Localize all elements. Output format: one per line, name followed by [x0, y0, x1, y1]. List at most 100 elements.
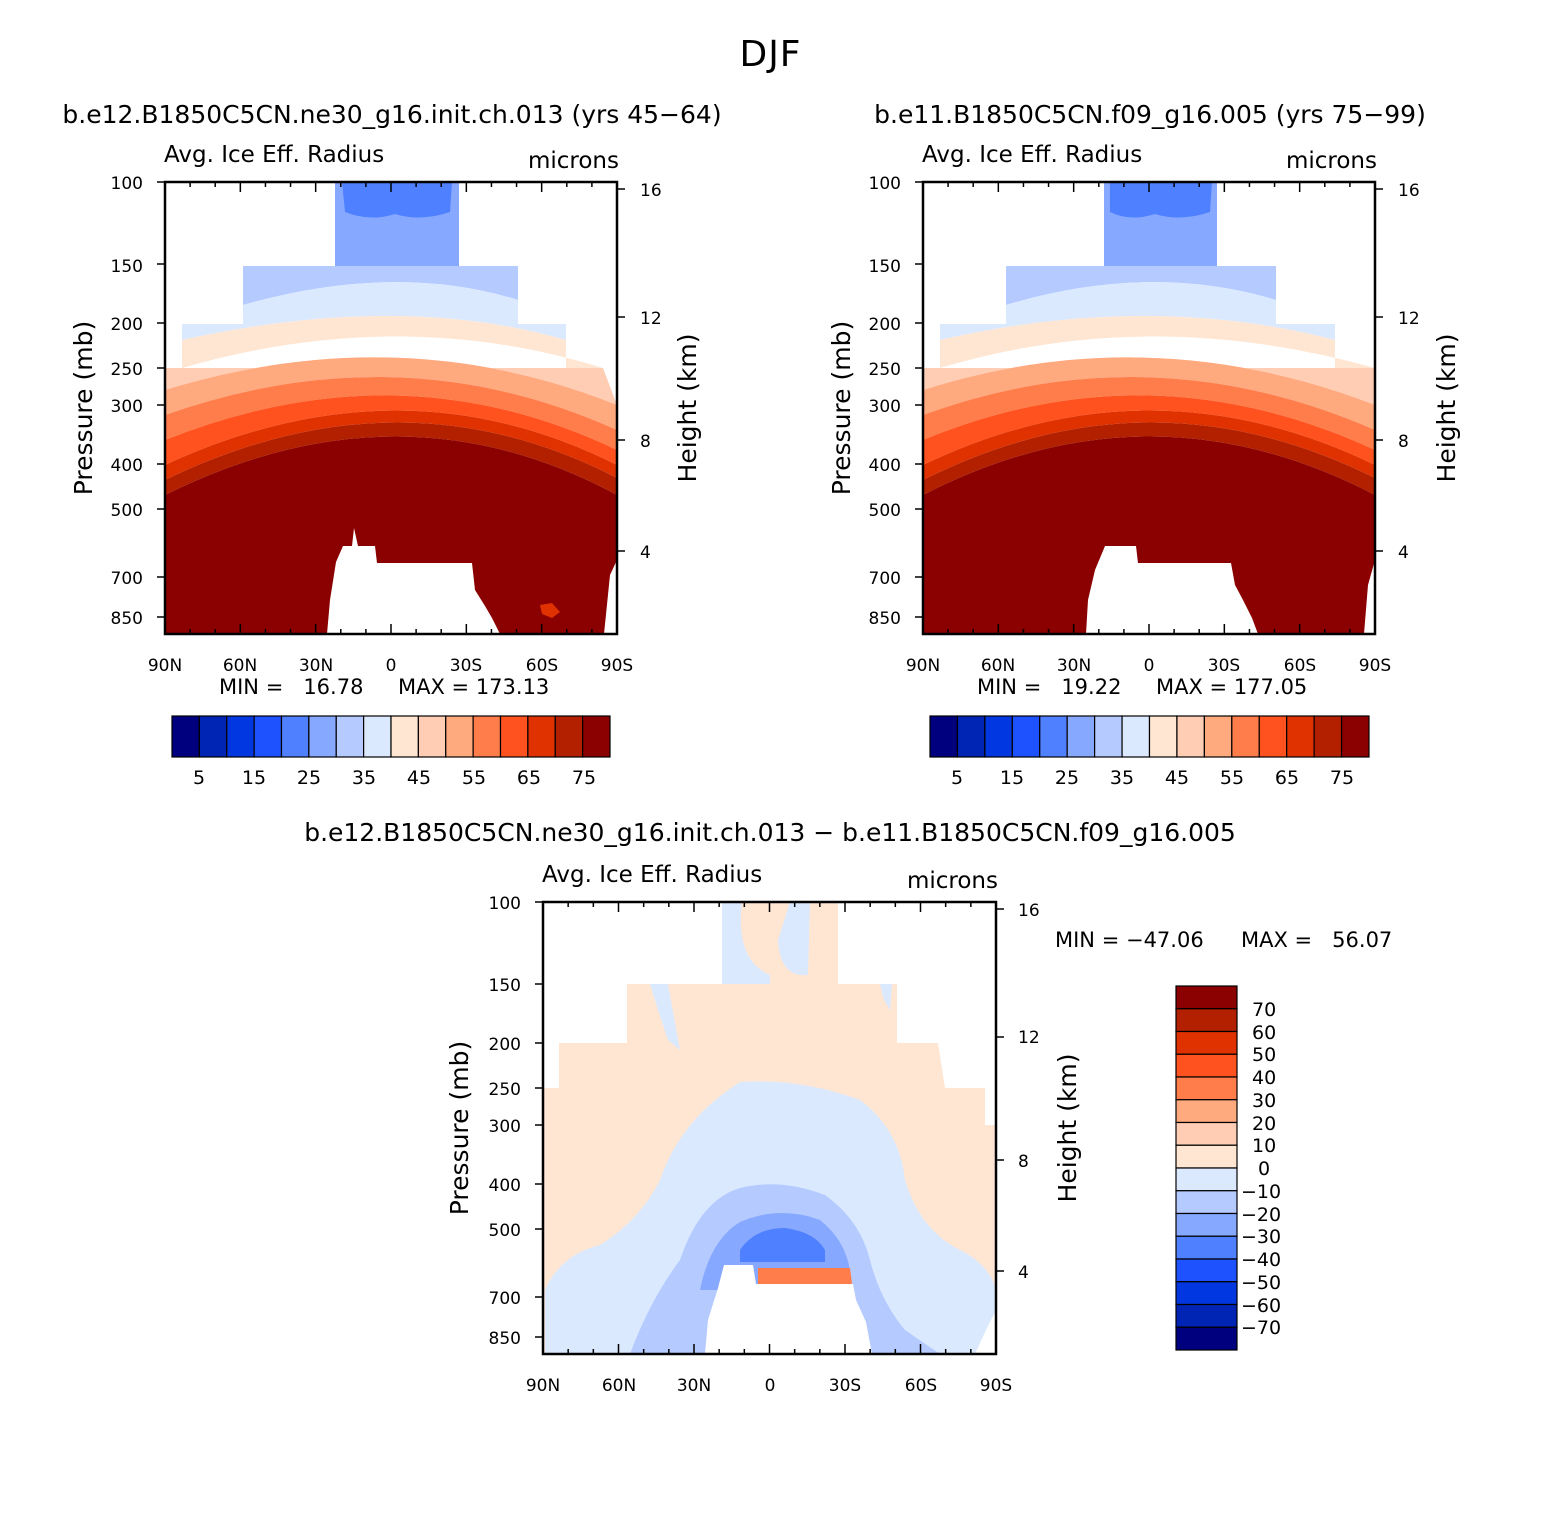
colorbar-swatch [1203, 715, 1233, 758]
y-tick-label: 500 [869, 501, 901, 521]
x-tick-label: 60S [526, 656, 558, 676]
x-tick-label: 0 [1144, 656, 1155, 676]
colorbar-swatch [472, 715, 502, 758]
y-right-tick-label: 4 [1018, 1263, 1029, 1283]
region-warm-4 [923, 395, 1375, 465]
colorbar-swatch [1175, 1258, 1238, 1283]
y-tick-label: 400 [489, 1176, 521, 1196]
y-tick-label: 300 [489, 1117, 521, 1137]
colorbar-label: 35 [1110, 767, 1134, 789]
y-right-tick-label: 4 [640, 543, 651, 563]
region-warm-1 [165, 357, 617, 405]
colorbar-label: 65 [1275, 767, 1299, 789]
colorbar-swatch [1175, 1030, 1238, 1055]
colorbar-swatch [1231, 715, 1260, 758]
colorbar-swatch [253, 715, 283, 758]
x-tick-label: 60S [1284, 656, 1316, 676]
x-tick-label: 90N [148, 656, 182, 676]
contour-field [543, 902, 996, 1354]
colorbar-swatch [198, 715, 228, 758]
y-axis-title: Pressure (mb) [69, 321, 98, 495]
region-fill-corner [1364, 560, 1375, 634]
colorbar-label: 30 [1252, 1090, 1276, 1112]
y-tick-label: 200 [111, 315, 143, 335]
x-tick-label: 60N [981, 656, 1015, 676]
y-tick-label: 700 [111, 569, 143, 589]
colorbar-label: −70 [1241, 1317, 1281, 1339]
region-negative-upper-right [778, 902, 810, 976]
colorbar-swatch [1340, 715, 1370, 758]
colorbar-swatch [1175, 985, 1238, 1010]
y-tick-label: 250 [869, 360, 901, 380]
y-tick-label: 700 [869, 569, 901, 589]
y-tick-label: 250 [111, 360, 143, 380]
x-tick-label: 90S [1359, 656, 1391, 676]
colorbar-swatch [956, 715, 986, 758]
y-right-axis-title: Height (km) [1432, 334, 1461, 483]
region-surface-patch [540, 603, 560, 618]
colorbar-swatch [1175, 1303, 1238, 1328]
colorbar-swatch [280, 715, 310, 758]
y-axis-title: Pressure (mb) [445, 1041, 474, 1215]
x-tick-label: 90N [906, 656, 940, 676]
x-tick-label: 60N [602, 1376, 636, 1396]
colorbar-swatch [1175, 1235, 1238, 1260]
x-tick-label: 30S [450, 656, 482, 676]
plot-frame [915, 180, 1383, 636]
colorbar-swatch [1175, 1281, 1238, 1306]
min-label: MIN = 19.22 [977, 675, 1121, 699]
y-right-axis-title: Height (km) [673, 334, 702, 483]
region-light-band [940, 282, 1335, 340]
colorbar-label: −20 [1241, 1204, 1281, 1226]
colorbar-label: 45 [407, 767, 431, 789]
y-tick-label: 850 [869, 609, 901, 629]
y-tick-label: 500 [111, 501, 143, 521]
x-tick-label: 60N [223, 656, 257, 676]
colorbar-label: −60 [1241, 1295, 1281, 1317]
region-warm-max [923, 436, 1375, 634]
colorbar-swatch [1175, 1053, 1238, 1078]
plot-frame [157, 180, 625, 636]
x-tick-label: 90S [601, 656, 633, 676]
colorbar-swatch [984, 715, 1013, 758]
y-tick-label: 850 [489, 1329, 521, 1349]
colorbar-swatch [1286, 715, 1315, 758]
colorbar-swatch [1176, 715, 1205, 758]
colorbar-label: 45 [1165, 767, 1189, 789]
region-warm-2 [165, 357, 617, 430]
colorbar-label: −10 [1241, 1181, 1281, 1203]
colorbar-swatch [1066, 715, 1096, 758]
colorbar-label: 40 [1252, 1067, 1276, 1089]
colorbar-swatch [171, 715, 200, 758]
region-negative-upper-left [722, 902, 770, 984]
y-tick-label: 100 [869, 174, 901, 194]
colorbar-swatch [1175, 1099, 1238, 1124]
region-warm-5 [165, 410, 617, 480]
x-tick-label: 30N [677, 1376, 711, 1396]
max-label: MAX = 177.05 [1156, 675, 1307, 699]
y-right-tick-label: 12 [640, 309, 662, 329]
y-tick-label: 150 [111, 257, 143, 277]
plot-frame [535, 900, 1004, 1356]
colorbar-swatch [1121, 715, 1151, 758]
region-negative-core [740, 1228, 825, 1262]
x-tick-label: 30S [1208, 656, 1240, 676]
y-tick-label: 400 [111, 456, 143, 476]
colorbar-label: 35 [352, 767, 376, 789]
panel-left: b.e12.B1850C5CN.ne30_g16.init.ch.013 (yr… [62, 100, 721, 789]
contour-field [923, 182, 1375, 634]
y-right-tick-label: 12 [1398, 309, 1420, 329]
y-tick-label: 100 [111, 174, 143, 194]
colorbar-swatch [929, 715, 959, 758]
colorbar-swatch [1175, 1190, 1238, 1215]
region-lower-strat [182, 316, 603, 368]
region-warm-4 [165, 395, 617, 465]
topography-mask [705, 1265, 872, 1354]
colorbar-swatch [390, 715, 419, 758]
variable-label: Avg. Ice Eff. Radius [542, 862, 762, 888]
colorbar-swatch [1313, 715, 1343, 758]
panel-difference: b.e12.B1850C5CN.ne30_g16.init.ch.013 − b… [304, 818, 1392, 1396]
region-negative-streak-left [650, 984, 680, 1050]
x-tick-label: 30S [829, 1376, 861, 1396]
y-right-axis-title: Height (km) [1053, 1054, 1082, 1203]
